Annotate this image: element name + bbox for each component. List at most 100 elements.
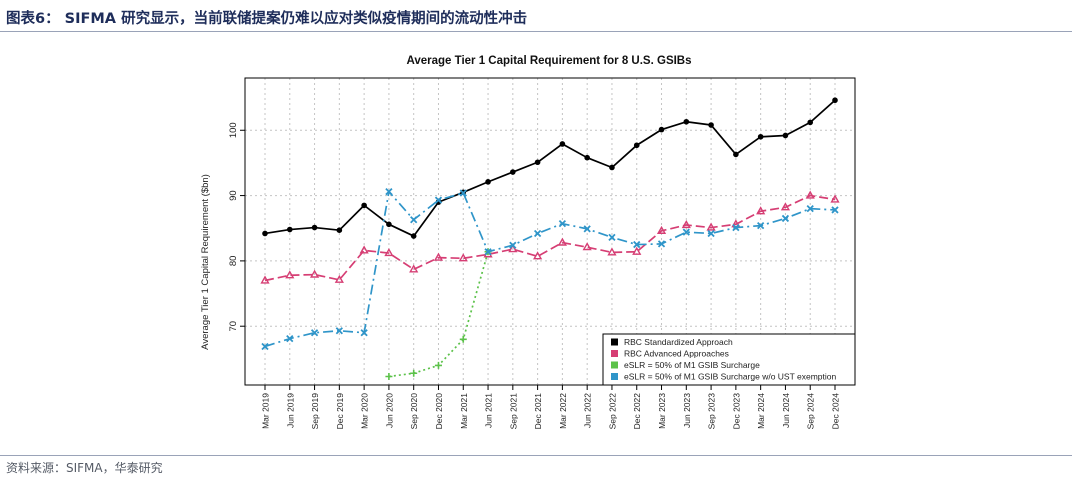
data-point bbox=[484, 248, 492, 256]
legend-swatch bbox=[611, 361, 618, 369]
data-point bbox=[310, 329, 319, 337]
data-point bbox=[608, 233, 616, 242]
data-point bbox=[780, 202, 791, 211]
data-point bbox=[410, 369, 418, 377]
data-point bbox=[682, 228, 690, 236]
data-point bbox=[756, 206, 766, 215]
data-point bbox=[757, 133, 764, 140]
data-point bbox=[286, 334, 294, 343]
data-point bbox=[706, 222, 716, 231]
x-tick-label: Mar 2023 bbox=[657, 393, 667, 429]
data-point bbox=[607, 247, 617, 256]
legend-label: eSLR = 50% of M1 GSIB Surcharge bbox=[624, 360, 760, 370]
x-tick-label: Sep 2019 bbox=[310, 393, 320, 430]
data-point bbox=[509, 241, 517, 249]
legend-label: eSLR = 50% of M1 GSIB Surcharge w/o UST … bbox=[624, 372, 836, 382]
data-point bbox=[732, 223, 740, 232]
x-tick-label: Mar 2022 bbox=[558, 393, 568, 429]
data-point bbox=[632, 246, 642, 255]
data-point bbox=[311, 224, 318, 231]
legend-swatch bbox=[611, 350, 618, 357]
x-tick-label: Dec 2019 bbox=[335, 393, 345, 430]
x-tick-label: Mar 2019 bbox=[261, 393, 271, 429]
data-point bbox=[557, 237, 567, 246]
data-point bbox=[657, 240, 666, 248]
data-point bbox=[656, 225, 667, 234]
data-point bbox=[262, 230, 268, 237]
y-axis-label: Average Tier 1 Capital Requirement ($bn) bbox=[200, 174, 211, 350]
data-point bbox=[681, 219, 691, 229]
y-tick-label: 80 bbox=[228, 256, 239, 267]
data-point bbox=[733, 151, 739, 158]
x-tick-label: Dec 2023 bbox=[731, 393, 741, 430]
x-tick-label: Jun 2023 bbox=[682, 393, 692, 428]
data-point bbox=[410, 233, 417, 239]
data-point bbox=[757, 221, 765, 230]
data-point bbox=[683, 118, 690, 125]
x-tick-label: Dec 2021 bbox=[533, 393, 543, 430]
data-point bbox=[533, 229, 542, 238]
data-point bbox=[309, 269, 320, 278]
data-point bbox=[335, 327, 343, 335]
x-tick-label: Sep 2023 bbox=[707, 393, 717, 430]
data-point bbox=[286, 226, 293, 233]
x-tick-label: Jun 2019 bbox=[285, 393, 295, 428]
data-point bbox=[508, 244, 518, 253]
data-point bbox=[361, 202, 367, 209]
series-2 bbox=[260, 190, 840, 284]
figure-caption: 图表6： SIFMA 研究显示，当前联储提案仍难以应对类似疫情期间的流动性冲击 bbox=[6, 11, 528, 27]
data-point bbox=[434, 361, 442, 369]
data-point bbox=[831, 206, 839, 214]
legend-box bbox=[602, 333, 856, 386]
data-point bbox=[485, 179, 491, 185]
data-point bbox=[708, 122, 714, 128]
y-tick-label: 90 bbox=[228, 190, 239, 201]
data-point bbox=[410, 216, 418, 224]
series-line bbox=[264, 190, 836, 348]
caption-divider bbox=[0, 31, 1072, 32]
data-point bbox=[385, 188, 393, 196]
data-point bbox=[334, 274, 344, 283]
data-point bbox=[559, 141, 566, 147]
data-point bbox=[832, 97, 838, 104]
data-point bbox=[385, 373, 393, 381]
data-point bbox=[805, 190, 815, 199]
data-point bbox=[458, 253, 468, 262]
data-point bbox=[386, 221, 392, 228]
x-tick-label: Jun 2021 bbox=[484, 393, 494, 428]
x-tick-label: Jun 2024 bbox=[781, 393, 791, 428]
series-1 bbox=[262, 97, 838, 239]
x-tick-label: Dec 2024 bbox=[831, 393, 841, 430]
data-point bbox=[384, 248, 394, 257]
x-tick-label: Jun 2020 bbox=[384, 393, 394, 428]
x-tick-label: Dec 2020 bbox=[434, 393, 444, 430]
series-line bbox=[264, 194, 836, 282]
plot-frame bbox=[244, 77, 856, 386]
x-tick-label: Mar 2020 bbox=[360, 393, 370, 429]
x-tick-label: Sep 2021 bbox=[508, 393, 518, 430]
data-point bbox=[285, 270, 295, 279]
data-point bbox=[360, 329, 368, 337]
legend-swatch bbox=[611, 338, 618, 346]
data-point bbox=[336, 227, 343, 233]
chart-title: Average Tier 1 Capital Requirement for 8… bbox=[406, 55, 691, 67]
series-lines bbox=[260, 97, 840, 381]
x-tick-label: Sep 2022 bbox=[607, 393, 617, 430]
data-point bbox=[582, 242, 592, 251]
data-point bbox=[633, 240, 641, 249]
data-point bbox=[707, 229, 715, 238]
legend-label: RBC Advanced Approaches bbox=[624, 349, 729, 359]
y-tick-label: 70 bbox=[228, 321, 239, 332]
data-point bbox=[459, 335, 467, 343]
data-point bbox=[558, 220, 567, 228]
source-divider bbox=[0, 455, 1072, 456]
data-point bbox=[830, 194, 840, 203]
x-tick-label: Jun 2022 bbox=[583, 393, 593, 428]
data-point bbox=[782, 132, 789, 139]
data-point bbox=[583, 225, 591, 233]
legend-swatch bbox=[611, 373, 618, 380]
data-point bbox=[533, 251, 543, 260]
series-4 bbox=[261, 188, 839, 351]
x-tick-label: Sep 2020 bbox=[409, 393, 419, 430]
x-tick-label: Mar 2021 bbox=[459, 393, 469, 429]
